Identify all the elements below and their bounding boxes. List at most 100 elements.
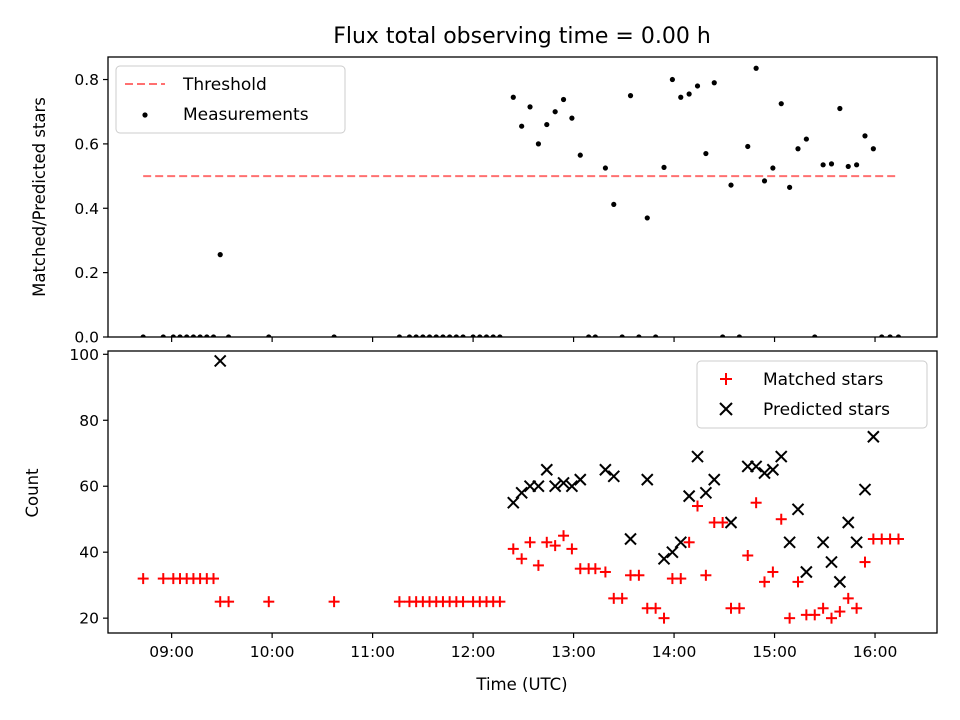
x-tick-label: 15:00 [752,643,797,661]
predicted-star-marker [548,480,562,493]
x-tick-label: 13:00 [551,643,596,661]
matched-star-marker [817,602,829,614]
marker-d2-stroke [565,480,579,493]
matched-star-marker [825,612,837,624]
top-tick-layer: 0.0 0.2 0.4 0.6 0.8 [74,71,876,347]
predicted-star-marker [607,470,620,483]
matched-star-marker [892,533,904,545]
measurement-point [627,93,634,99]
matched-star-marker [589,563,601,575]
measurement-point [217,252,223,258]
marker-d2-stroke [775,450,788,463]
measurement-point [778,101,784,107]
matched-star-marker [516,553,528,565]
marker-d2-stroke [800,565,813,579]
marker-d2-stroke [825,555,838,569]
matched-star-marker [700,569,712,581]
predicted-star-marker [682,489,696,503]
matched-star-marker [157,573,169,585]
y-tick-label: 100 [69,346,99,364]
measurement-point [795,146,801,152]
predicted-star-marker [783,536,796,549]
marker-d2-stroke [766,463,780,476]
measurement-point [837,105,843,112]
marker-d2-stroke [641,473,654,486]
top-axes: Flux total observing time = 0.00 h Match… [30,24,938,347]
matched-star-marker [532,559,544,571]
marker-d2-stroke [657,552,671,565]
matched-legend-swatch [720,373,732,385]
matched-star-marker [742,549,754,561]
matched-star-marker [599,566,611,578]
matched-star-marker [759,576,771,588]
marker-d2-stroke [540,463,553,476]
x-tick-label: 09:00 [149,643,194,661]
threshold-legend-label: Threshold [182,75,267,95]
marker-d2-stroke [674,536,687,549]
marker-d2-stroke [842,516,855,529]
marker-d2-stroke [699,486,713,500]
y-tick-label: 0.4 [74,200,99,218]
x-tick-label: 10:00 [250,643,295,661]
matched-star-marker [784,612,796,624]
measurement-point [870,146,876,152]
measurement-point [686,91,692,97]
matched-star-marker [658,612,670,624]
predicted-star-marker [515,486,528,500]
measurement-point [661,164,667,170]
bottom-axes: Count Time (UTC) 09:00 10:00 11:00 12:00 13:… [23,346,938,694]
measurement-point [694,83,701,89]
measurement-point [669,76,675,83]
predicted-star-marker [565,480,579,493]
measurement-point [803,136,809,142]
marker-d2-stroke [507,496,520,509]
marker-d2-stroke [708,473,721,486]
predicted-star-marker [574,473,587,486]
measurement-point [527,104,533,110]
predicted-star-marker [842,516,855,529]
predicted-star-marker [816,536,830,549]
matched-star-marker [775,513,787,525]
predicted-star-marker [674,536,687,549]
matched-star-marker [616,592,628,604]
marker-d2-stroke [574,473,587,486]
bottom-legend: Matched stars Predicted stars [696,360,928,429]
measurement-point [820,162,826,168]
measurement-point [519,123,525,129]
matched-star-marker [717,517,729,529]
top-y-axis-label: Matched/Predicted stars [30,97,49,297]
predicted-star-marker [858,483,872,496]
matched-star-marker [263,596,275,608]
marker-d2-stroke [724,516,738,529]
predicted-star-marker [691,450,704,463]
matched-star-marker [393,596,405,608]
bottom-axes-frame [107,350,938,634]
marker-d2-stroke [749,460,763,473]
predicted-star-marker [557,476,570,490]
marker-d2-stroke [607,470,620,483]
predicted-star-marker [833,575,847,589]
measurements-legend-swatch [142,112,148,118]
predicted-legend-label: Predicted stars [763,400,890,420]
predicted-star-marker [214,354,227,368]
y-tick-label: 40 [79,544,99,562]
y-tick-label: 0.0 [74,329,99,347]
measurement-point [761,178,768,184]
measurement-point [703,150,709,157]
y-tick-label: 80 [79,412,99,430]
bottom-plot-layer [137,354,904,624]
marker-d2-stroke [758,466,771,480]
matched-star-marker [137,573,149,585]
marker-d2-stroke [682,489,696,503]
measurement-point [577,152,583,158]
matched-star-marker [223,596,235,608]
bottom-tick-layer: 09:00 10:00 11:00 12:00 13:00 14:00 15:00 16:00… [69,346,897,661]
predicted-star-marker [507,496,520,509]
predicted-star-marker [540,463,553,476]
predicted-star-marker [599,463,612,476]
marker-d2-stroke [214,354,227,368]
measurement-point [845,163,851,170]
matched-star-marker [834,606,846,618]
x-tick-label: 12:00 [451,643,496,661]
predicted-star-marker [766,463,780,476]
